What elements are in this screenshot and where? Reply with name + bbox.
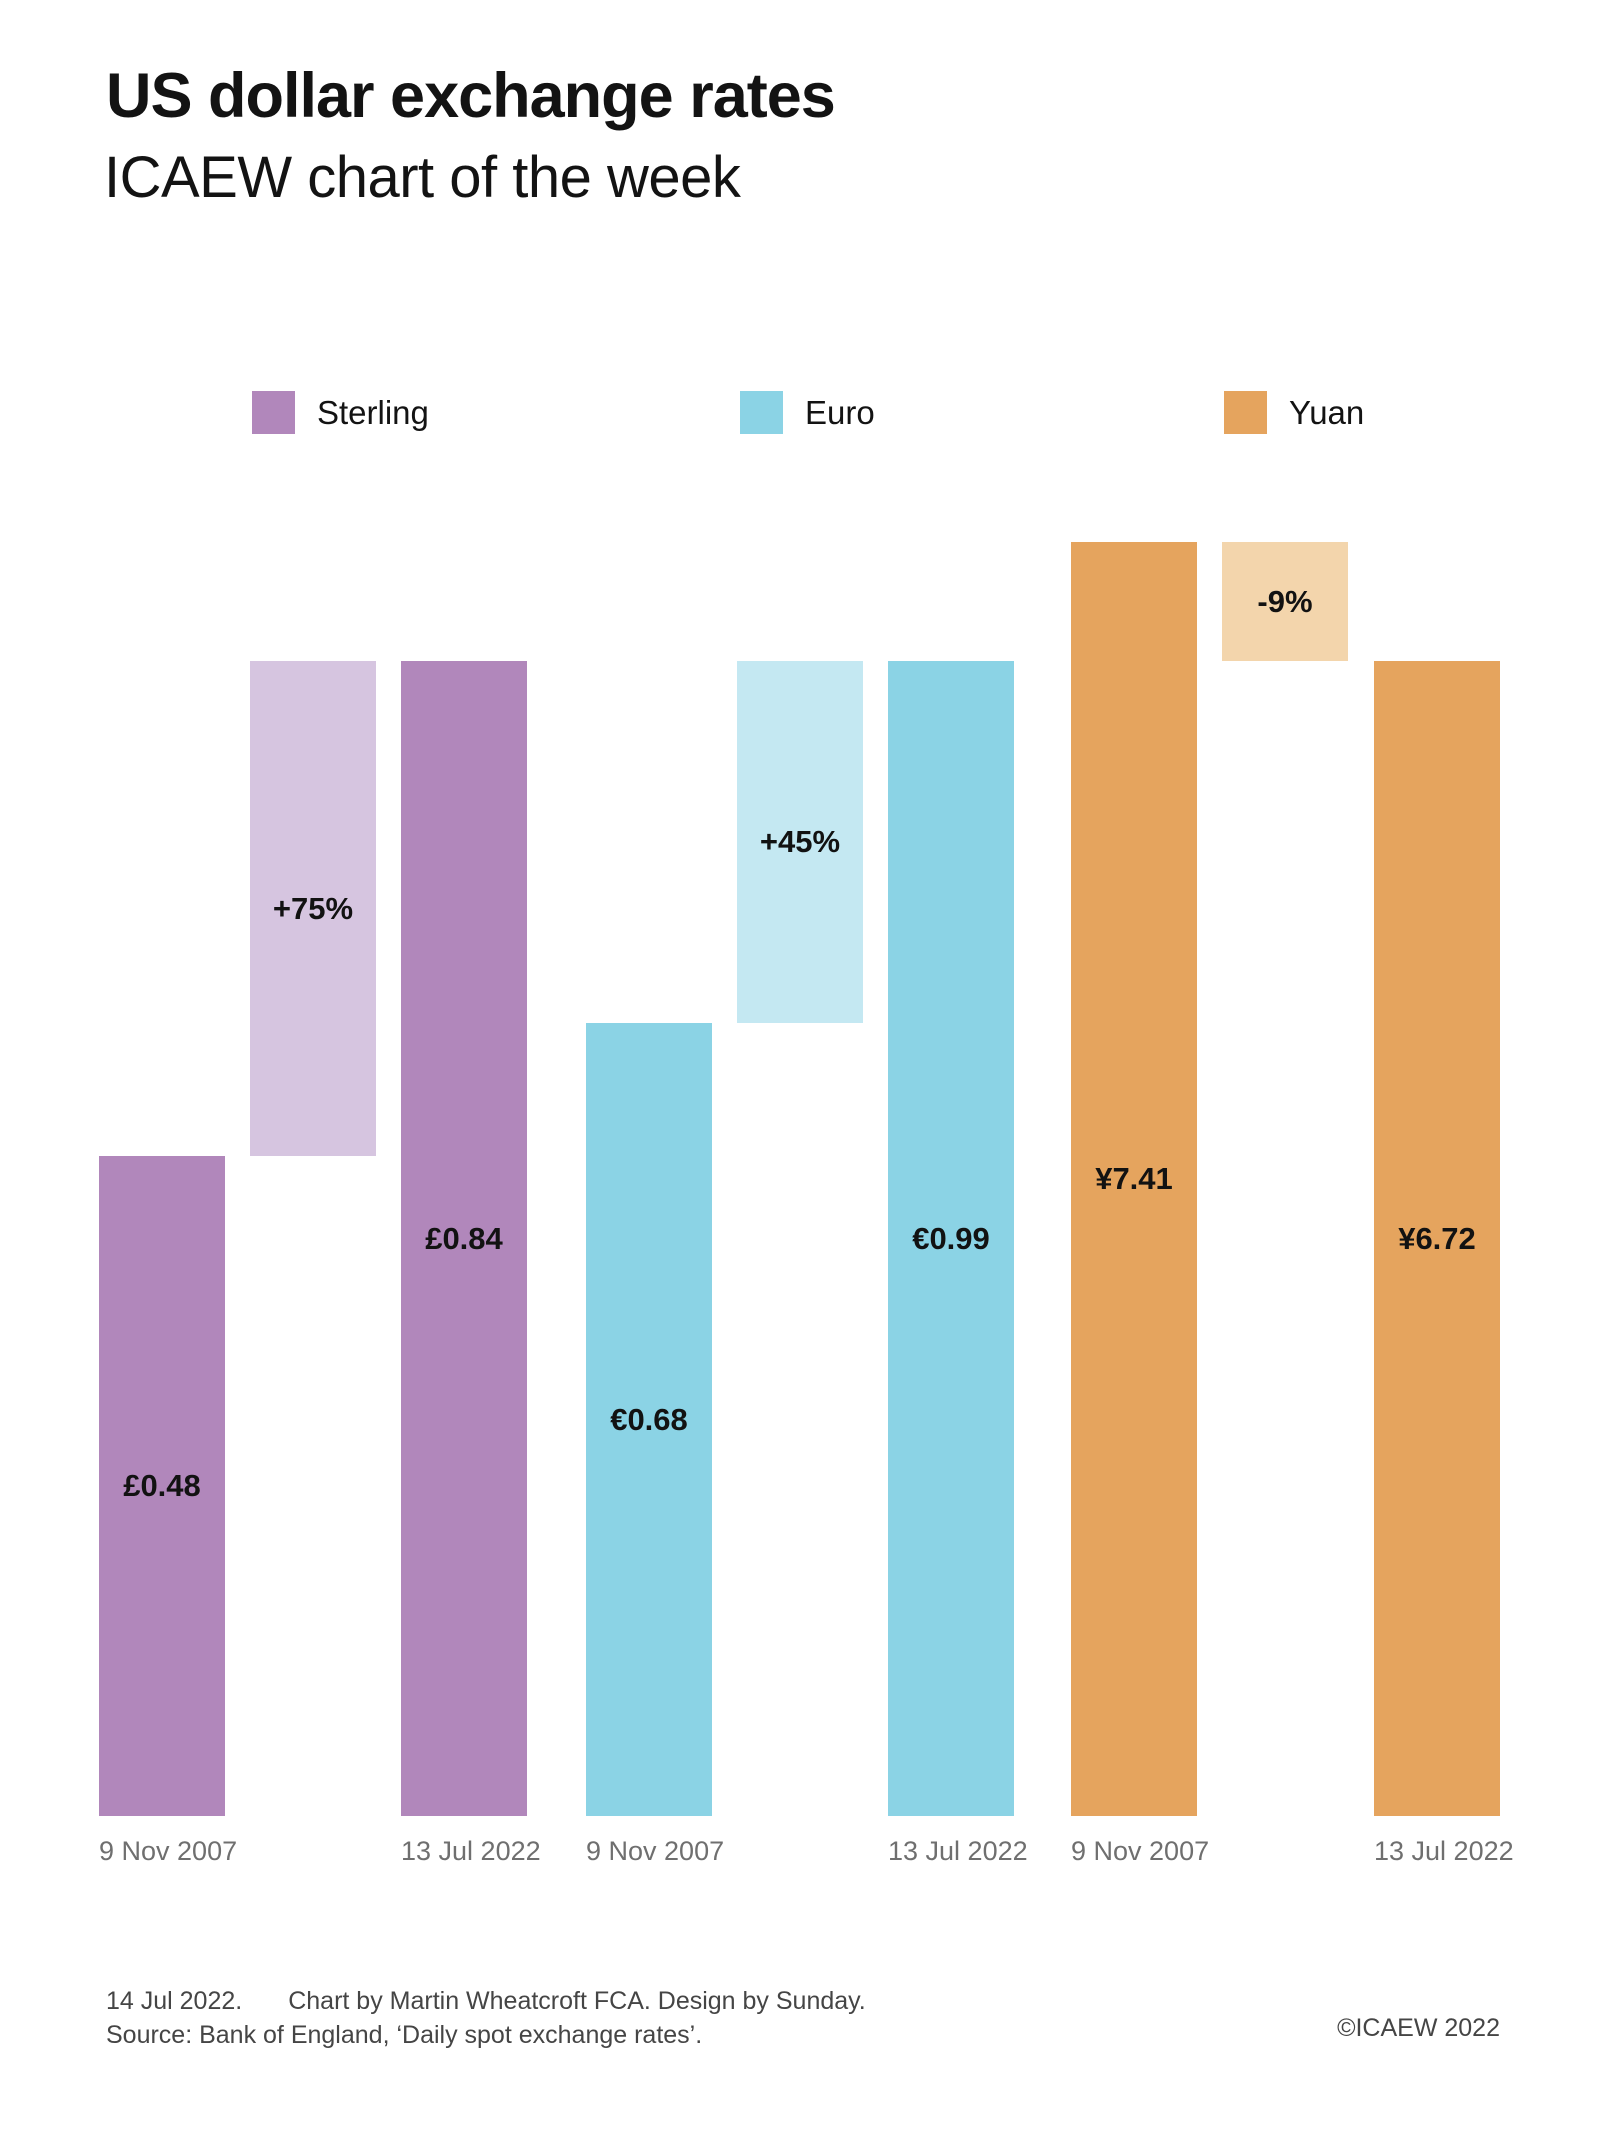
- bar-yuan-2007-label: ¥7.41: [1095, 1161, 1173, 1196]
- bar-euro-2022: €0.99: [888, 661, 1014, 1816]
- legend-item-sterling: Sterling: [252, 391, 429, 434]
- axis-label-sterling-2007: 9 Nov 2007: [99, 1836, 238, 1866]
- bar-sterling-2022-label: £0.84: [425, 1220, 503, 1256]
- bar-yuan-2007: ¥7.41: [1071, 542, 1197, 1816]
- legend-item-yuan: Yuan: [1224, 391, 1364, 434]
- legend-swatch-yuan: [1224, 391, 1267, 434]
- bar-euro-2022-label: €0.99: [912, 1220, 990, 1256]
- legend-label: Euro: [805, 393, 875, 431]
- axis-label-sterling-2022: 13 Jul 2022: [401, 1836, 541, 1866]
- bar-euro-2007-label: €0.68: [610, 1401, 688, 1437]
- legend-label: Yuan: [1289, 393, 1365, 431]
- bar-sterling-change-label: +75%: [272, 890, 354, 926]
- footer-credit: Chart by Martin Wheatcroft FCA. Design b…: [288, 1987, 866, 2015]
- axis-label-euro-2022: 13 Jul 2022: [888, 1836, 1028, 1866]
- footer-line-credits: 14 Jul 2022. Chart by Martin Wheatcroft F…: [106, 1984, 866, 2018]
- bar-sterling-2007: £0.48: [99, 1156, 225, 1816]
- bar-sterling-change: +75%: [250, 661, 376, 1156]
- bar-sterling-2022: £0.84: [401, 661, 527, 1816]
- legend-swatch-euro: [740, 391, 783, 434]
- legend-swatch-sterling: [252, 391, 295, 434]
- page-subtitle: ICAEW chart of the week: [104, 145, 741, 210]
- bar-yuan-2022-label: ¥6.72: [1398, 1220, 1476, 1256]
- bar-euro-change-label: +45%: [759, 824, 841, 859]
- legend-label: Sterling: [317, 393, 429, 431]
- bar-yuan-change-label: -9%: [1257, 583, 1313, 619]
- bar-yuan-change: -9%: [1222, 542, 1348, 661]
- page-title: US dollar exchange rates: [106, 61, 836, 131]
- legend-item-euro: Euro: [740, 391, 875, 434]
- bar-yuan-2022: ¥6.72: [1374, 661, 1500, 1816]
- footer-text: 14 Jul 2022. Chart by Martin Wheatcroft F…: [106, 1984, 866, 2052]
- axis-label-euro-2007: 9 Nov 2007: [586, 1836, 725, 1866]
- footer-date: 14 Jul 2022.: [106, 1987, 243, 2015]
- axis-label-yuan-2022: 13 Jul 2022: [1374, 1836, 1514, 1866]
- bar-euro-2007: €0.68: [586, 1023, 712, 1816]
- footer-source: Source: Bank of England, ‘Daily spot exc…: [106, 2021, 703, 2049]
- footer-copyright: ©ICAEW 2022: [1337, 2014, 1500, 2042]
- bar-euro-change: +45%: [737, 661, 863, 1023]
- axis-label-yuan-2007: 9 Nov 2007: [1071, 1836, 1210, 1866]
- bar-sterling-2007-label: £0.48: [123, 1468, 201, 1503]
